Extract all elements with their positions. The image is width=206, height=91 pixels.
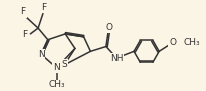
Text: N: N <box>53 63 60 72</box>
Text: NH: NH <box>109 54 123 63</box>
Text: S: S <box>61 60 67 69</box>
Text: O: O <box>105 23 112 32</box>
Text: CH₃: CH₃ <box>48 80 64 89</box>
Text: F: F <box>20 7 25 16</box>
Text: O: O <box>169 38 176 47</box>
Text: N: N <box>37 50 44 59</box>
Text: CH₃: CH₃ <box>183 38 199 47</box>
Text: F: F <box>41 3 46 12</box>
Text: F: F <box>22 30 27 39</box>
